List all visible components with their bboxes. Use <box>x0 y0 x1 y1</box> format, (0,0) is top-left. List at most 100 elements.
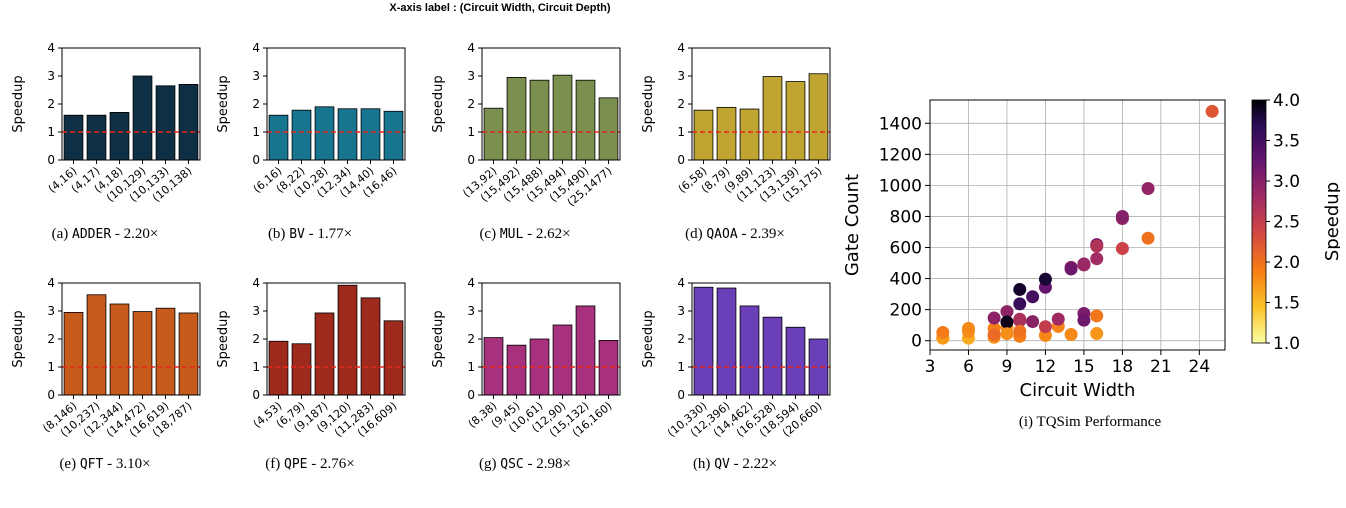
colorbar-tick-label: 3.0 <box>1273 172 1300 192</box>
colorbar-tick-label: 1.0 <box>1273 334 1300 354</box>
bar-panel-qaoa: Speedup 0 1 2 3 4 (6,58) (8,79) (9,89) (11,123) (1… <box>630 38 840 273</box>
scatter-point <box>1013 312 1027 326</box>
scatter-point <box>1090 252 1104 266</box>
plot-frame <box>481 47 621 161</box>
y-tick-label: 2 <box>677 332 685 346</box>
y-tick-label: 3 <box>252 304 260 318</box>
figure-title: X-axis label : (Circuit Width, Circuit D… <box>389 2 611 14</box>
y-tick-label: 4 <box>677 276 685 290</box>
colorbar-tick-label: 2.0 <box>1273 253 1300 273</box>
bar <box>808 338 829 396</box>
y-tick-label: 4 <box>47 41 55 55</box>
scatter-point <box>1013 324 1027 338</box>
bar-chart-qaoa: Speedup01234(6,58)(8,79)(9,89)(11,123)(1… <box>641 41 831 205</box>
caption-name: QV <box>714 457 730 472</box>
bar-panel-qsc: Speedup 0 1 2 3 4 (8,38) (9,45) (10,61) (12,90) (1… <box>420 273 630 508</box>
scatter-point <box>1077 258 1091 272</box>
bar <box>598 340 619 396</box>
y-tick-label: 1 <box>252 360 260 374</box>
caption-label: (e) <box>59 456 80 472</box>
scatter-point <box>1000 315 1014 329</box>
x-tick-label: 9 <box>1002 357 1013 377</box>
bar <box>360 297 381 396</box>
y-tick-label: 1400 <box>879 114 922 134</box>
caption-qaoa: (d) QAOA - 2.39× <box>630 226 840 243</box>
caption-name: QSC <box>500 457 524 472</box>
colorbar-tick-label: 2.5 <box>1273 213 1300 233</box>
bar <box>109 303 130 396</box>
bar-panel-qv: Speedup 0 1 2 3 4 (10,330) (12,396) (14,462) (16,… <box>630 273 840 508</box>
bar <box>86 114 107 161</box>
y-tick-label: 1200 <box>879 145 922 165</box>
x-tick-label: 24 <box>1189 357 1211 377</box>
scatter-point <box>1141 231 1155 245</box>
plot-frame <box>266 47 406 161</box>
y-tick-label: 0 <box>677 388 685 402</box>
y-tick-label: 2 <box>252 97 260 111</box>
caption-qsc: (g) QSC - 2.98× <box>420 456 630 473</box>
bar <box>506 344 527 396</box>
bar <box>291 109 312 161</box>
y-axis-label: Speedup <box>641 75 656 132</box>
y-tick-label: 3 <box>677 69 685 83</box>
y-tick-label: 0 <box>252 388 260 402</box>
y-tick-label: 0 <box>47 388 55 402</box>
y-axis-label: Speedup <box>641 310 656 367</box>
bar <box>109 112 130 161</box>
scatter-point <box>1038 320 1052 334</box>
y-tick-label: 2 <box>467 97 475 111</box>
scatter-point <box>1090 239 1104 253</box>
caption-name: QAOA <box>706 227 738 242</box>
y-tick-label: 3 <box>467 304 475 318</box>
y-tick-label: 4 <box>252 41 260 55</box>
y-tick-label: 1 <box>47 360 55 374</box>
scatter-point <box>1000 327 1014 341</box>
y-axis-label: Speedup <box>431 310 446 367</box>
scatter-point <box>1064 262 1078 276</box>
bar-panel-qpe: Speedup 0 1 2 3 4 (4,53) (6,79) (9,187) (9,120) (1… <box>205 273 415 508</box>
bar <box>155 307 176 396</box>
y-axis-label: Gate Count <box>842 174 863 276</box>
bar-panel-mul: Speedup 0 1 2 3 4 (13,92) (15,492) (15,488) (15,4… <box>420 38 630 273</box>
bar <box>360 108 381 161</box>
caption-label: (i) <box>1018 414 1034 430</box>
y-axis-label: Speedup <box>11 310 26 367</box>
y-axis-label: Speedup <box>431 75 446 132</box>
plot-frame <box>481 282 621 396</box>
bar-chart-qv: Speedup01234(10,330)(12,396)(14,462)(16,… <box>641 276 831 440</box>
scatter-point <box>961 321 975 335</box>
bar-chart-bv: Speedup01234(6,16)(8,22)(10,28)(12,34)(1… <box>216 41 406 200</box>
y-tick-label: 0 <box>467 153 475 167</box>
caption-qv: (h) QV - 2.22× <box>630 456 840 473</box>
bar <box>63 114 84 161</box>
scatter-caption: (i) TQSim Performance <box>940 414 1240 431</box>
y-tick-label: 1 <box>467 125 475 139</box>
bar <box>383 110 404 161</box>
y-tick-label: 4 <box>47 276 55 290</box>
caption-bv: (b) BV - 1.77× <box>205 226 415 243</box>
caption-qft: (e) QFT - 3.10× <box>0 456 210 473</box>
plot-frame <box>691 47 831 161</box>
bar <box>483 107 504 161</box>
bar <box>155 85 176 161</box>
y-tick-label: 0 <box>47 153 55 167</box>
caption-label: (d) <box>685 226 707 242</box>
y-tick-label: 1 <box>47 125 55 139</box>
scatter-point <box>1026 315 1040 329</box>
caption-label: (c) <box>479 226 500 242</box>
bar <box>337 284 358 396</box>
caption-value: - 1.77× <box>304 226 353 242</box>
bar <box>762 76 783 161</box>
caption-qpe: (f) QPE - 2.76× <box>205 456 415 473</box>
scatter-point <box>1051 312 1065 326</box>
bar <box>178 84 199 161</box>
caption-value: - 2.20× <box>111 226 159 242</box>
y-tick-label: 2 <box>252 332 260 346</box>
caption-name: QPE <box>284 457 308 472</box>
x-tick-label: 15 <box>1073 357 1095 377</box>
bar <box>598 97 619 161</box>
scatter-point <box>1000 305 1014 319</box>
colorbar <box>1251 99 1267 344</box>
y-tick-label: 1 <box>467 360 475 374</box>
caption-name: TQSim Performance <box>1036 414 1162 430</box>
